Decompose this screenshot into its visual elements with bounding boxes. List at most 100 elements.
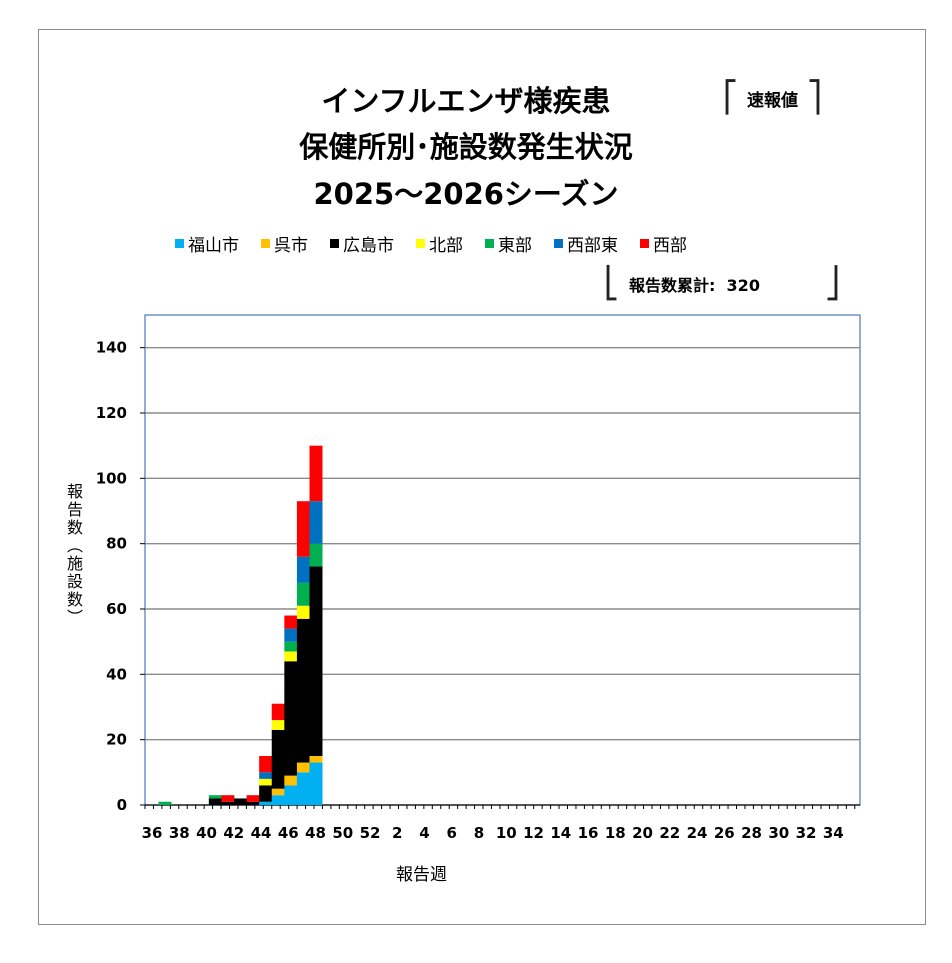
bar-segment (309, 756, 323, 763)
legend-item: 福山市 (175, 231, 239, 256)
x-tick-label: 6 (447, 824, 457, 842)
legend-item: 東部 (485, 231, 532, 256)
x-tick-label: 14 (550, 824, 571, 842)
chart-frame (38, 29, 926, 925)
chart-title-line3: 2025～2026シーズン (313, 177, 619, 211)
legend-item: 広島市 (330, 231, 394, 256)
plot-area (144, 314, 861, 806)
cumulative-total-box: ⎣ 報告数累計: 320 ⎦ (604, 264, 840, 304)
legend-item: 北部 (416, 231, 463, 256)
y-tick-label: 120 (96, 404, 127, 422)
bar-segment (284, 661, 298, 776)
legend-swatch (261, 238, 270, 248)
bar-segment (296, 772, 310, 805)
x-tick-label: 42 (223, 824, 244, 842)
bar-segment (309, 445, 323, 502)
legend-swatch (330, 238, 339, 248)
left-bracket-icon: ⎡ (723, 80, 738, 115)
bar-segment (284, 641, 298, 652)
y-axis-label-char: ︶ (66, 608, 83, 627)
y-tick-label: 100 (96, 469, 127, 487)
x-tick-label: 52 (360, 824, 381, 842)
x-tick-label: 38 (169, 824, 190, 842)
bar-segment (296, 501, 310, 557)
bar-segment (284, 628, 298, 642)
y-axis-label-char: 告 (66, 500, 83, 519)
cumulative-total-value: 320 (726, 276, 760, 295)
chart-title-line1: インフルエンザ様疾患 (321, 84, 611, 118)
y-axis-label: 報告数 ︵ 施設数 ︶ (62, 483, 88, 627)
bar-segment (296, 762, 310, 773)
x-tick-label: 32 (796, 824, 817, 842)
bar-segment (271, 795, 285, 805)
legend-swatch (485, 238, 494, 248)
legend-item: 西部東 (554, 231, 618, 256)
y-axis-label-char: 設 (66, 572, 83, 591)
y-axis-label-char: 数 (66, 518, 83, 537)
x-tick-label: 16 (578, 824, 599, 842)
bar-segment (309, 566, 323, 756)
bar-segment (208, 795, 222, 799)
legend-label: 西部東 (567, 235, 618, 256)
chart-legend: 福山市 呉市 広島市 北部 東部 西部東 西部 (175, 231, 709, 256)
bar-segment (246, 795, 260, 802)
x-tick-label: 34 (823, 824, 844, 842)
bar-segment (208, 798, 222, 805)
bar-segment (309, 543, 323, 567)
legend-item: 西部 (640, 231, 687, 256)
y-tick-label: 40 (106, 665, 127, 683)
bar-segment (296, 582, 310, 606)
y-axis-label-char: 数 (66, 590, 83, 609)
bar-segment (309, 762, 323, 805)
legend-label: 西部 (653, 235, 687, 256)
x-tick-label: 26 (714, 824, 735, 842)
y-axis-label-char: 施 (66, 554, 83, 573)
legend-swatch (416, 238, 425, 248)
bar-segment (284, 651, 298, 662)
bar-segment (271, 788, 285, 796)
bar-segment (259, 756, 273, 773)
right-bracket-icon: ⎤ (807, 80, 822, 115)
bar-segment (158, 801, 172, 805)
x-axis-label: 報告週 (396, 865, 447, 885)
bar-segment (271, 703, 285, 721)
bar-segment (221, 801, 235, 805)
bar-segment (296, 556, 310, 583)
bar-segment (259, 785, 273, 802)
legend-label: 呉市 (274, 235, 308, 256)
legend-swatch (640, 238, 649, 248)
preliminary-badge-label: 速報値 (747, 90, 798, 111)
y-axis-label-char: ︵ (66, 536, 83, 555)
bar-segment (309, 501, 323, 544)
x-tick-label: 4 (419, 824, 429, 842)
x-tick-label: 50 (332, 824, 353, 842)
legend-label: 北部 (429, 235, 463, 256)
x-tick-label: 12 (523, 824, 544, 842)
y-tick-label: 140 (96, 339, 127, 357)
bar-segment (296, 618, 310, 763)
bar-segment (296, 605, 310, 619)
y-tick-label: 20 (106, 731, 127, 749)
x-tick-label: 24 (687, 824, 708, 842)
chart-title-line2: 保健所別･施設数発生状況 (299, 130, 633, 164)
legend-swatch (175, 238, 184, 248)
x-tick-label: 30 (768, 824, 789, 842)
left-bracket-icon: ⎣ (604, 266, 619, 301)
bar-segment (246, 801, 260, 805)
x-tick-label: 10 (496, 824, 517, 842)
bar-segment (259, 778, 273, 786)
x-tick-label: 46 (278, 824, 299, 842)
bar-segment (221, 795, 235, 802)
y-axis-label-char: 報 (66, 482, 83, 501)
x-tick-label: 36 (142, 824, 163, 842)
right-bracket-icon: ⎦ (825, 266, 840, 301)
x-tick-label: 44 (251, 824, 272, 842)
bar-segment (284, 775, 298, 786)
bar-segment (284, 785, 298, 805)
x-tick-label: 20 (632, 824, 653, 842)
y-tick-label: 80 (106, 535, 127, 553)
x-tick-label: 28 (741, 824, 762, 842)
legend-label: 広島市 (343, 235, 394, 256)
x-tick-label: 48 (305, 824, 326, 842)
bar-segment (259, 772, 273, 779)
